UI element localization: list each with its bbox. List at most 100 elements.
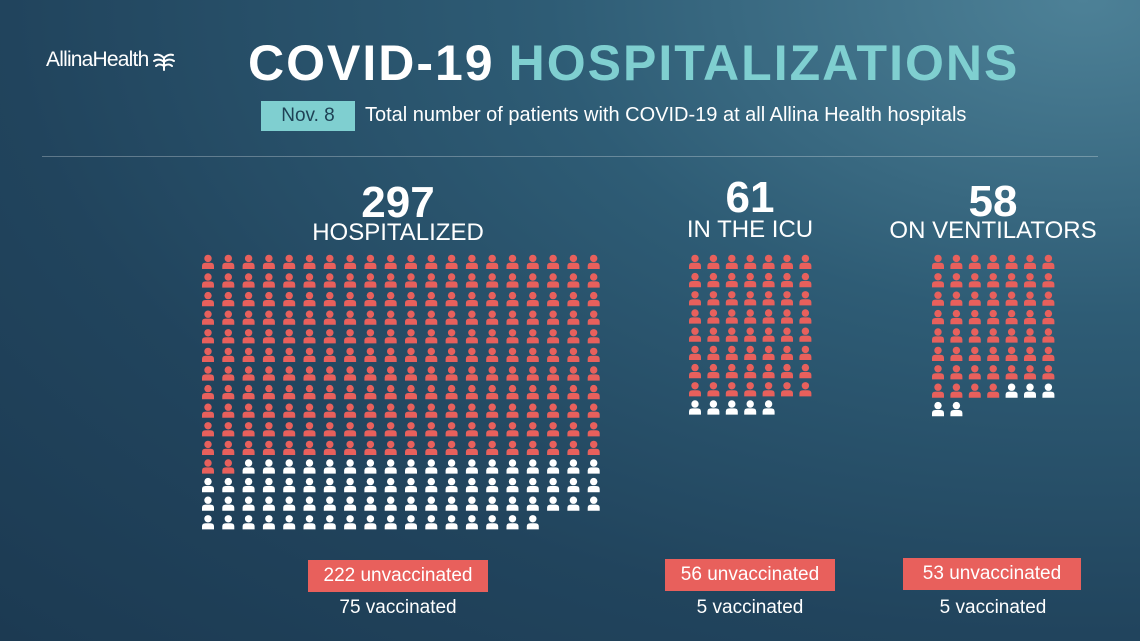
unvaccinated-person-icon <box>242 403 255 418</box>
vaccinated-person-icon <box>725 400 738 415</box>
vaccinated-person-icon <box>547 459 560 474</box>
unvaccinated-person-icon <box>465 366 478 381</box>
unvaccinated-person-icon <box>781 254 793 269</box>
unvaccinated-person-icon <box>283 347 296 362</box>
unvaccinated-person-icon <box>707 345 720 360</box>
unvaccinated-person-icon <box>425 273 438 288</box>
unvaccinated-person-icon <box>725 327 738 342</box>
unvaccinated-person-icon <box>744 272 757 288</box>
vaccinated-person-icon <box>222 477 235 493</box>
unvaccinated-person-icon <box>725 291 738 306</box>
vaccinated-person-icon <box>303 477 316 493</box>
icu-unvaccinated-badge: 56 unvaccinated <box>665 559 835 591</box>
unvaccinated-person-icon <box>222 347 235 362</box>
unvaccinated-person-icon <box>707 254 720 269</box>
unvaccinated-person-icon <box>744 345 757 360</box>
unvaccinated-person-icon <box>283 440 296 455</box>
unvaccinated-person-icon <box>968 309 981 325</box>
vaccinated-person-icon <box>283 459 296 474</box>
hospitalized-total: 297 <box>361 178 435 227</box>
unvaccinated-person-icon <box>762 291 775 306</box>
unvaccinated-person-icon <box>526 347 539 362</box>
unvaccinated-person-icon <box>968 383 981 398</box>
vaccinated-person-icon <box>526 477 539 493</box>
unvaccinated-person-icon <box>587 403 600 418</box>
unvaccinated-person-icon <box>547 403 560 418</box>
unvaccinated-person-icon <box>486 254 499 269</box>
unvaccinated-person-icon <box>987 309 1000 325</box>
unvaccinated-person-icon <box>506 310 519 325</box>
unvaccinated-person-icon <box>744 291 757 306</box>
unvaccinated-person-icon <box>950 254 963 269</box>
unvaccinated-person-icon <box>364 366 377 381</box>
vaccinated-person-icon <box>283 477 296 493</box>
vaccinated-person-icon <box>262 459 275 474</box>
unvaccinated-person-icon <box>547 440 560 455</box>
unvaccinated-person-icon <box>364 291 377 307</box>
date-badge: Nov. 8 <box>261 101 355 131</box>
unvaccinated-person-icon <box>486 403 499 418</box>
unvaccinated-person-icon <box>587 291 600 307</box>
vaccinated-person-icon <box>202 515 214 530</box>
unvaccinated-person-icon <box>689 363 701 379</box>
unvaccinated-person-icon <box>384 403 397 418</box>
unvaccinated-person-icon <box>587 366 600 381</box>
unvaccinated-person-icon <box>465 273 478 288</box>
vaccinated-person-icon <box>344 515 357 530</box>
unvaccinated-person-icon <box>364 440 377 455</box>
unvaccinated-person-icon <box>384 329 397 344</box>
unvaccinated-person-icon <box>425 254 438 269</box>
unvaccinated-person-icon <box>781 291 793 306</box>
unvaccinated-person-icon <box>465 329 478 344</box>
unvaccinated-person-icon <box>707 291 720 306</box>
subtitle: Total number of patients with COVID-19 a… <box>365 104 967 126</box>
brand-logo: AllinaHealth <box>46 48 176 72</box>
unvaccinated-person-icon <box>405 403 417 418</box>
unvaccinated-person-icon <box>689 382 701 397</box>
unvaccinated-person-icon <box>262 403 275 418</box>
unvaccinated-person-icon <box>323 403 336 418</box>
unvaccinated-person-icon <box>242 347 255 362</box>
vaccinated-person-icon <box>222 496 235 511</box>
unvaccinated-person-icon <box>202 310 214 325</box>
unvaccinated-person-icon <box>567 384 580 400</box>
unvaccinated-person-icon <box>1005 254 1018 269</box>
unvaccinated-person-icon <box>932 309 944 325</box>
unvaccinated-person-icon <box>526 366 539 381</box>
unvaccinated-person-icon <box>364 384 377 400</box>
unvaccinated-person-icon <box>222 403 235 418</box>
vaccinated-person-icon <box>364 496 377 511</box>
unvaccinated-person-icon <box>303 403 316 418</box>
unvaccinated-person-icon <box>762 382 775 397</box>
unvaccinated-person-icon <box>547 291 560 307</box>
unvaccinated-person-icon <box>344 291 357 307</box>
vaccinated-person-icon <box>506 459 519 474</box>
unvaccinated-person-icon <box>303 440 316 455</box>
unvaccinated-person-icon <box>968 254 981 269</box>
unvaccinated-person-icon <box>1042 346 1055 361</box>
unvaccinated-person-icon <box>323 329 336 344</box>
unvaccinated-person-icon <box>364 422 377 437</box>
unvaccinated-person-icon <box>202 366 214 381</box>
logo-text: AllinaHealth <box>46 48 149 71</box>
unvaccinated-person-icon <box>1024 273 1036 288</box>
vaccinated-person-icon <box>303 459 316 474</box>
unvaccinated-person-icon <box>762 363 775 379</box>
unvaccinated-person-icon <box>465 291 478 307</box>
unvaccinated-person-icon <box>262 347 275 362</box>
unvaccinated-person-icon <box>486 310 499 325</box>
unvaccinated-person-icon <box>486 440 499 455</box>
unvaccinated-person-icon <box>202 403 214 418</box>
unvaccinated-person-icon <box>547 254 560 269</box>
unvaccinated-person-icon <box>283 329 296 344</box>
unvaccinated-person-icon <box>1024 309 1036 325</box>
unvaccinated-person-icon <box>987 383 1000 398</box>
unvaccinated-person-icon <box>781 327 793 342</box>
unvaccinated-person-icon <box>1024 291 1036 306</box>
unvaccinated-person-icon <box>1042 254 1055 269</box>
unvaccinated-person-icon <box>202 440 214 455</box>
vaccinated-person-icon <box>506 515 519 530</box>
vaccinated-person-icon <box>465 477 478 493</box>
unvaccinated-person-icon <box>384 366 397 381</box>
